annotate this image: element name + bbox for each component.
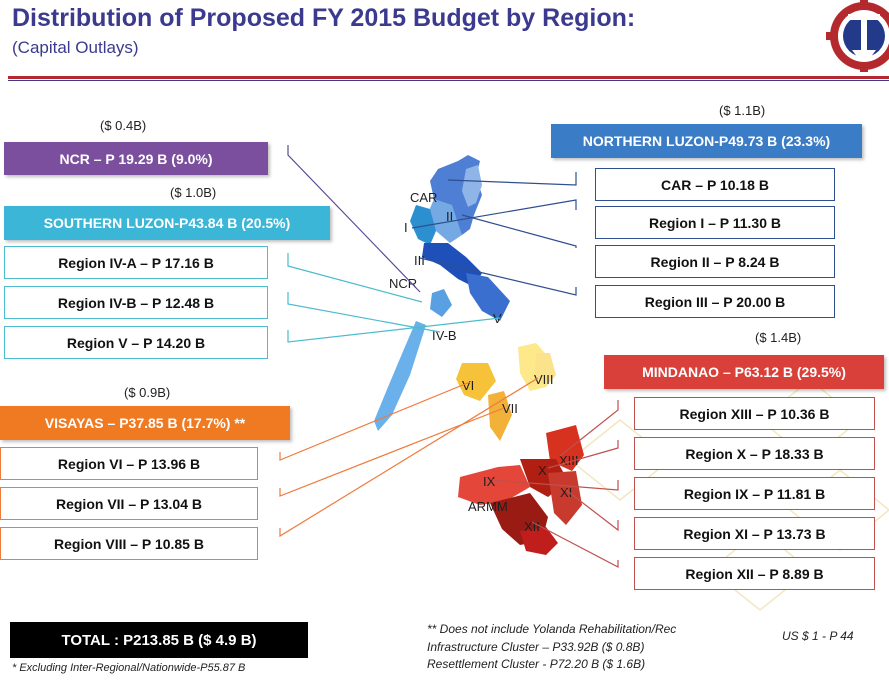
map-label-vi: VI xyxy=(462,378,475,393)
map-label-armm: ARMM xyxy=(468,499,508,514)
region-v-box: Region V – P 14.20 B xyxy=(4,326,268,359)
note-line-1: ** Does not include Yolanda Rehabilitati… xyxy=(427,622,677,636)
mindanao-usd: ($ 1.4B) xyxy=(755,330,802,345)
region-ix-box: Region IX – P 11.81 B xyxy=(634,477,875,510)
visayas-header: VISAYAS – P37.85 B (17.7%) ** xyxy=(0,406,290,440)
region-x-box: Region X – P 18.33 B xyxy=(634,437,875,470)
map-label-iii: III xyxy=(414,253,425,268)
region-iv-a-box: Region IV-A – P 17.16 B xyxy=(4,246,268,279)
title-divider xyxy=(8,76,889,79)
agency-logo-icon xyxy=(826,0,889,72)
ncr-header: NCR – P 19.29 B (9.0%) xyxy=(4,142,268,175)
map-label-ncr: NCR xyxy=(389,276,418,291)
page-title: Distribution of Proposed FY 2015 Budget … xyxy=(12,4,636,32)
map-label-xiii: XIII xyxy=(559,453,579,468)
car-box: CAR – P 10.18 B xyxy=(595,168,835,201)
total-box: TOTAL : P213.85 B ($ 4.9 B) xyxy=(10,622,308,658)
region-iv-b-box: Region IV-B – P 12.48 B xyxy=(4,286,268,319)
visayas-usd: ($ 0.9B) xyxy=(124,385,171,400)
region-iii-box: Region III – P 20.00 B xyxy=(595,285,835,318)
map-label-ii: II xyxy=(446,209,454,224)
region-vi-box: Region VI – P 13.96 B xyxy=(0,447,258,480)
note-line-2: Infrastructure Cluster – P33.92B ($ 0.8B… xyxy=(427,640,645,654)
region-ii-box: Region II – P 8.24 B xyxy=(595,245,835,278)
map-label-x: X xyxy=(538,463,547,478)
title-divider-thin xyxy=(8,80,889,81)
map-label-xi: XI xyxy=(560,485,573,500)
region-vii-box: Region VII – P 13.04 B xyxy=(0,487,258,520)
region-xiii-box: Region XIII – P 10.36 B xyxy=(634,397,875,430)
map-label-car: CAR xyxy=(410,190,438,205)
region-viii-box: Region VIII – P 10.85 B xyxy=(0,527,258,560)
region-xi-box: Region XI – P 13.73 B xyxy=(634,517,875,550)
exchange-rate: US $ 1 - P 44 xyxy=(782,629,854,643)
footnote: * Excluding Inter-Regional/Nationwide-P5… xyxy=(12,662,246,674)
southern-luzon-usd: ($ 1.0B) xyxy=(170,185,217,200)
map-label-vii: VII xyxy=(502,401,518,416)
map-label-viii: VIII xyxy=(534,372,554,387)
region-xii-box: Region XII – P 8.89 B xyxy=(634,557,875,590)
map-label-xii: XII xyxy=(524,519,540,534)
note-line-3: Resettlement Cluster - P72.20 B ($ 1.6B) xyxy=(427,657,646,671)
northern-luzon-header: NORTHERN LUZON-P49.73 B (23.3%) xyxy=(551,124,862,158)
map-label-ix: IX xyxy=(483,474,496,489)
map-label-i: I xyxy=(404,220,408,235)
northern-luzon-usd: ($ 1.1B) xyxy=(719,103,766,118)
mindanao-header: MINDANAO – P63.12 B (29.5%) xyxy=(604,355,884,389)
page-subtitle: (Capital Outlays) xyxy=(12,38,139,57)
ncr-usd: ($ 0.4B) xyxy=(100,118,147,133)
region-i-box: Region I – P 11.30 B xyxy=(595,206,835,239)
southern-luzon-header: SOUTHERN LUZON-P43.84 B (20.5%) xyxy=(4,206,330,240)
philippines-map xyxy=(374,155,584,555)
